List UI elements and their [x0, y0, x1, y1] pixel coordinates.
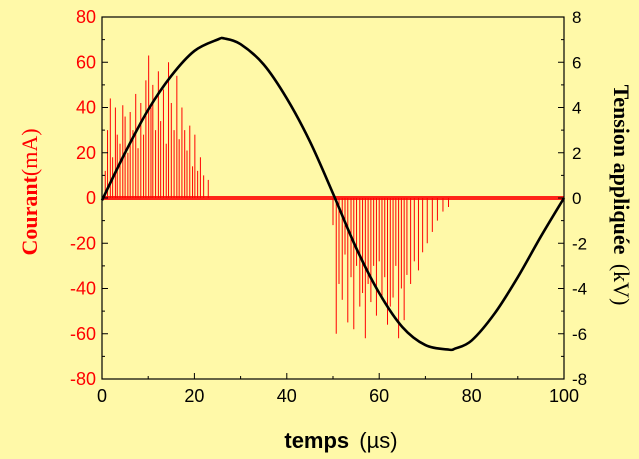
x-tick-label: 20 — [184, 386, 204, 406]
y-left-tick-label: -80 — [70, 369, 96, 389]
y-right-tick-label: -4 — [572, 280, 587, 299]
x-tick-label: 40 — [277, 386, 297, 406]
y-left-tick-label: 80 — [76, 7, 96, 27]
y-right-tick-label: 8 — [572, 8, 581, 27]
x-axis-label: temps (µs) — [284, 428, 397, 453]
y-axis-right-label: Tension appliquée (kV) — [609, 85, 634, 306]
x-tick-label: 60 — [369, 386, 389, 406]
y-left-tick-label: 20 — [76, 143, 96, 163]
y-axis-right-label-unit: (kV) — [609, 264, 634, 306]
x-tick-label: 80 — [462, 386, 482, 406]
y-left-tick-label: 60 — [76, 52, 96, 72]
y-right-tick-label: 4 — [572, 99, 581, 118]
x-axis-label-unit: (µs) — [359, 428, 397, 453]
y-left-tick-label: 0 — [86, 188, 96, 208]
y-right-tick-label: 0 — [572, 189, 581, 208]
y-left-tick-label: -20 — [70, 233, 96, 253]
y-axis-right-label-name: Tension appliquée — [609, 85, 634, 255]
y-right-tick-label: -2 — [572, 234, 587, 253]
voltage-series — [100, 36, 566, 352]
axis-ticks: 0 20 40 60 80 100-80-60-40-20020406080-8-6-4-… — [70, 7, 587, 406]
y-axis-left-label-name: Courant — [17, 175, 42, 255]
voltage-line — [100, 36, 566, 352]
y-right-tick-label: -8 — [572, 370, 587, 389]
y-left-tick-label: 40 — [76, 98, 96, 118]
y-right-tick-label: 6 — [572, 53, 581, 72]
x-tick-label: 100 — [549, 386, 579, 406]
x-tick-label: 0 — [97, 386, 107, 406]
x-axis-label-name: temps — [284, 428, 349, 453]
y-axis-left-label-unit: (mA) — [17, 128, 42, 176]
y-right-tick-label: -6 — [572, 325, 587, 344]
y-left-tick-label: -60 — [70, 324, 96, 344]
y-right-tick-label: 2 — [572, 144, 581, 163]
current-series — [102, 55, 564, 339]
y-axis-left-label: Courant(mA) — [17, 128, 42, 255]
y-left-tick-label: -40 — [70, 279, 96, 299]
